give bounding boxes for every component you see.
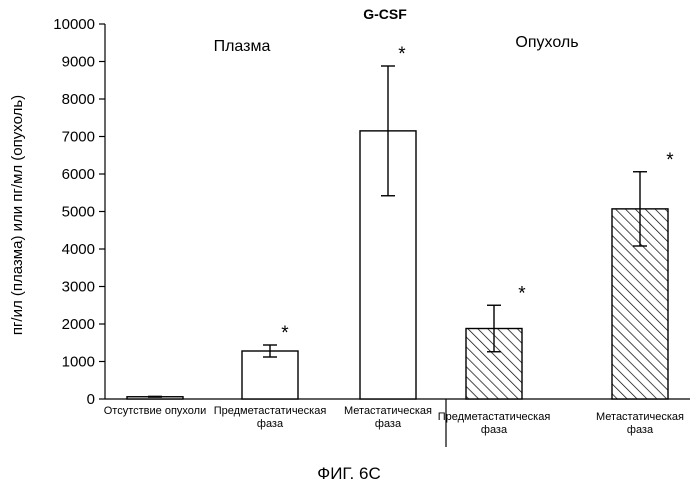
y-tick-label: 2000 [62, 316, 95, 333]
group-label: Плазма [214, 38, 271, 55]
y-tick-label: 6000 [62, 166, 95, 183]
y-tick-label: 10000 [53, 16, 95, 33]
significance-marker: * [398, 44, 406, 65]
y-tick-label: 1000 [62, 354, 95, 371]
y-tick-label: 4000 [62, 241, 95, 258]
figure-caption: ФИГ. 6C [0, 464, 698, 484]
y-tick-label: 9000 [62, 54, 95, 71]
y-tick-label: 0 [87, 391, 95, 408]
x-tick-label: Предметастатическаяфаза [438, 411, 551, 436]
x-tick-label: Метастатическаяфаза [344, 405, 432, 430]
significance-marker: * [518, 283, 526, 304]
y-tick-label: 5000 [62, 204, 95, 221]
x-tick-label: Предметастатическаяфаза [214, 405, 327, 430]
x-tick-label: Отсутствие опухоли [104, 405, 206, 417]
y-axis-label: пг/ил (плазма) или пг/мл (опухоль) [9, 95, 26, 335]
x-tick-label: Метастатическаяфаза [596, 411, 684, 436]
y-tick-label: 3000 [62, 279, 95, 296]
y-tick-label: 7000 [62, 129, 95, 146]
chart: G-CSF пг/ил (плазма) или пг/мл (опухоль)… [0, 0, 698, 460]
bar [242, 351, 298, 399]
group-label: Опухоль [515, 34, 578, 51]
y-tick-label: 8000 [62, 91, 95, 108]
chart-title: G-CSF [363, 6, 407, 22]
significance-marker: * [281, 323, 289, 344]
significance-marker: * [666, 150, 674, 171]
